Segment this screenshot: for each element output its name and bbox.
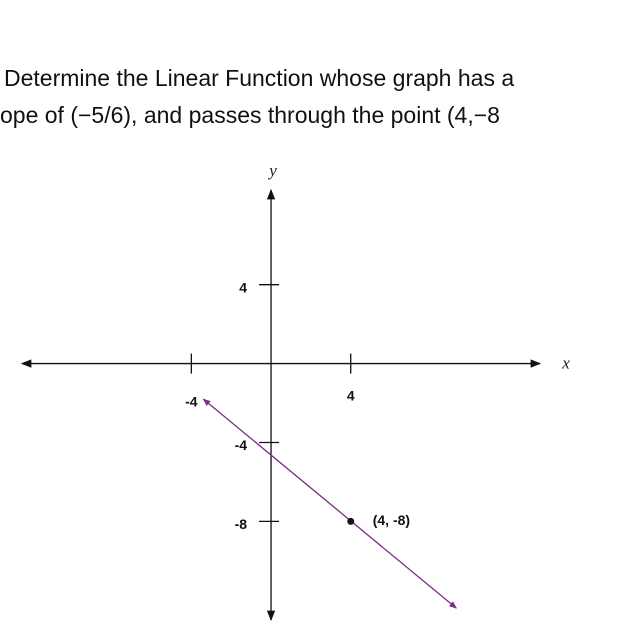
x-axis-label: x <box>561 353 570 372</box>
y-tick-label: -4 <box>235 437 248 453</box>
line <box>202 398 457 609</box>
x-tick-label: -4 <box>185 393 198 409</box>
title-line: ope of (−5/6), and passes through the po… <box>0 102 500 128</box>
y-tick-label: -8 <box>235 516 248 532</box>
y-axis-label: y <box>267 161 277 180</box>
x-tick-label: 4 <box>347 387 355 403</box>
point-label: (4, -8) <box>373 512 410 528</box>
point <box>347 517 355 525</box>
y-tick-label: 4 <box>239 279 247 295</box>
title-line: Determine the Linear Function whose grap… <box>4 65 514 91</box>
